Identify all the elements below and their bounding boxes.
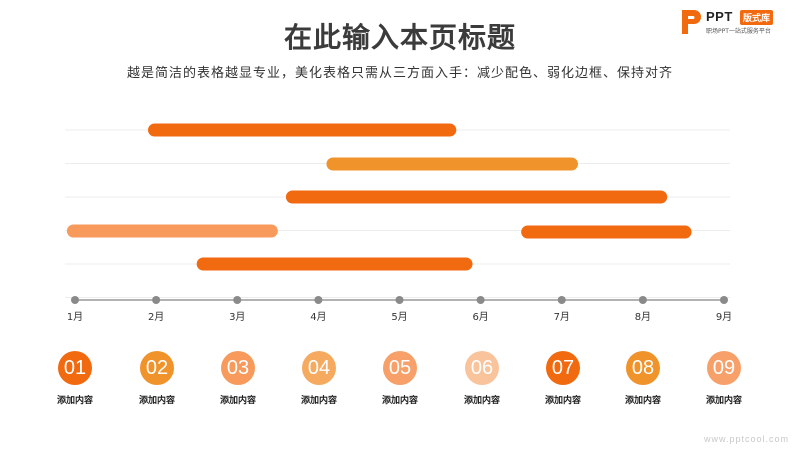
logo-tagline: 职场PPT一站式服务平台 xyxy=(706,28,771,35)
x-tick-label: 1月 xyxy=(67,311,83,323)
gantt-bar xyxy=(196,257,473,271)
axis-tick-dot xyxy=(720,296,728,304)
axis-tick-dot xyxy=(233,296,242,304)
gantt-bar xyxy=(66,224,278,238)
page-subtitle: 越是简洁的表格越显专业，美化表格只需从三方面入手：减少配色、弱化边框、保持对齐 xyxy=(126,66,673,81)
item-label[interactable]: 添加内容 xyxy=(56,396,93,406)
axis-tick-dot xyxy=(314,296,323,304)
x-tick-label: 6月 xyxy=(472,311,488,323)
x-tick-label: 7月 xyxy=(554,311,570,323)
item-label[interactable]: 添加内容 xyxy=(624,396,661,406)
x-tick-label: 8月 xyxy=(635,311,651,323)
item-label[interactable]: 添加内容 xyxy=(300,396,337,406)
logo-badge: 版式库 xyxy=(740,10,774,25)
item-number-badge: 03 xyxy=(221,351,255,385)
axis-tick-dot xyxy=(476,296,485,304)
item-number-badge: 02 xyxy=(140,351,174,385)
axis-tick-dot xyxy=(638,296,647,304)
axis-tick-dot xyxy=(71,296,79,304)
axis-tick-dot xyxy=(557,296,566,304)
item-label[interactable]: 添加内容 xyxy=(381,396,418,406)
item-number-badge: 08 xyxy=(626,351,660,385)
axis-tick-dot xyxy=(395,296,404,304)
gantt-bar xyxy=(521,225,692,239)
logo-name: PPT xyxy=(706,9,733,24)
axis-tick-dot xyxy=(152,296,161,304)
item-number-badge: 07 xyxy=(546,351,580,385)
item-number-badge: 01 xyxy=(58,351,92,385)
brand-logo[interactable]: PPT 版式库 职场PPT一站式服务平台 xyxy=(680,6,795,42)
item-label[interactable]: 添加内容 xyxy=(219,396,256,406)
gantt-bar xyxy=(148,123,457,137)
item-label[interactable]: 添加内容 xyxy=(544,396,581,406)
item-label[interactable]: 添加内容 xyxy=(138,396,175,406)
item-number-badge: 09 xyxy=(707,351,741,385)
item-number-badge: 06 xyxy=(465,351,499,385)
item-number-badge: 05 xyxy=(383,351,417,385)
x-tick-label: 9月 xyxy=(716,311,732,323)
ppt-logo-icon xyxy=(682,10,701,34)
gantt-bar xyxy=(285,190,668,204)
x-tick-label: 4月 xyxy=(310,311,326,323)
item-label[interactable]: 添加内容 xyxy=(463,396,500,406)
x-tick-label: 5月 xyxy=(391,311,407,323)
x-tick-label: 2月 xyxy=(148,311,164,323)
x-tick-label: 3月 xyxy=(229,311,245,323)
page-title: 在此输入本页标题 xyxy=(283,21,516,54)
item-number-badge: 04 xyxy=(302,351,336,385)
gantt-bar xyxy=(326,157,578,171)
gantt-chart: 1月 2月 3月 4月 5月 6月 7月 8月 9月 xyxy=(65,123,732,323)
item-label[interactable]: 添加内容 xyxy=(705,396,742,406)
watermark: www.pptcool.com xyxy=(704,434,790,444)
